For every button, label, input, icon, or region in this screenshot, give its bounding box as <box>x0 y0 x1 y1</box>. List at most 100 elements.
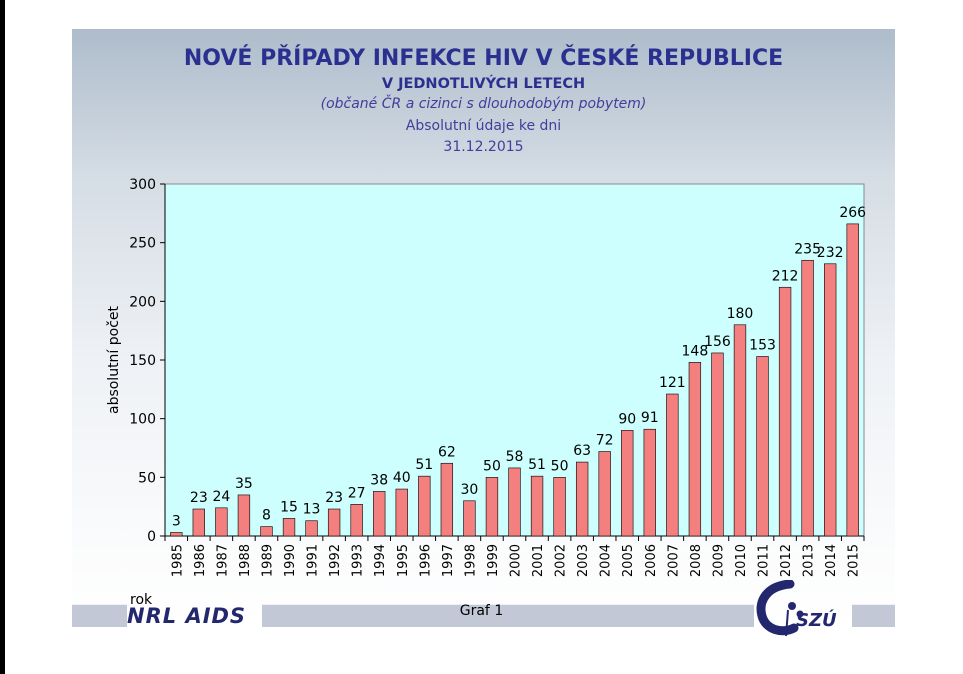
data-label-2005: 90 <box>618 411 636 427</box>
data-label-1988: 35 <box>235 476 253 492</box>
x-tick-label-2008: 2008 <box>689 544 704 577</box>
bar-1985 <box>170 532 183 537</box>
bar-2003 <box>575 461 589 537</box>
figure-caption: Graf 1 <box>459 603 504 619</box>
data-label-1989: 8 <box>262 508 271 524</box>
bar-2009 <box>711 352 724 537</box>
data-label-2011: 153 <box>749 337 776 353</box>
chart-title: NOVÉ PŘÍPADY INFEKCE HIV V ČESKÉ REPUBLI… <box>183 46 784 71</box>
x-axis-label: rok <box>130 592 153 608</box>
bar-1990 <box>282 518 296 537</box>
x-tick-label-2014: 2014 <box>824 544 839 577</box>
data-label-1996: 51 <box>415 457 433 473</box>
y-tick-label: 0 <box>147 529 156 545</box>
data-label-2008: 148 <box>682 343 709 359</box>
szu-logo-icon: SZÚ <box>756 580 837 637</box>
data-label-1999: 50 <box>483 458 501 474</box>
data-label-1986: 23 <box>190 490 208 506</box>
bar-1991 <box>305 520 318 537</box>
x-tick-label-2003: 2003 <box>576 544 591 577</box>
bar-1988 <box>237 494 251 537</box>
x-tick-label-1997: 1997 <box>441 544 456 577</box>
bar-1995 <box>395 488 408 537</box>
chart-date-label: Absolutní údaje ke dni <box>405 118 562 134</box>
bar-2005 <box>621 430 634 537</box>
nrl-aids-logo: NRL AIDS <box>127 604 247 628</box>
data-label-2012: 212 <box>772 268 799 284</box>
x-tick-label-2001: 2001 <box>531 544 546 577</box>
data-label-1987: 24 <box>212 489 230 505</box>
data-label-2002: 50 <box>551 458 569 474</box>
data-label-2004: 72 <box>596 433 614 449</box>
x-tick-label-2000: 2000 <box>509 544 524 577</box>
x-tick-label-1996: 1996 <box>418 544 433 577</box>
x-tick-label-1993: 1993 <box>351 544 366 577</box>
bar-1999 <box>485 477 499 537</box>
chart-date: 31.12.2015 <box>443 139 524 155</box>
y-tick-label: 300 <box>129 177 156 193</box>
data-label-2013: 235 <box>794 241 821 257</box>
bar-1997 <box>440 462 454 537</box>
x-tick-label-2011: 2011 <box>757 544 772 577</box>
data-label-2009: 156 <box>704 334 731 350</box>
x-tick-label-2005: 2005 <box>621 544 636 577</box>
bar-2010 <box>733 324 747 537</box>
x-tick-label-2007: 2007 <box>666 544 681 577</box>
bar-1996 <box>418 475 431 537</box>
bar-1993 <box>350 504 363 537</box>
x-tick-label-2006: 2006 <box>644 544 659 577</box>
data-label-1994: 38 <box>370 472 388 488</box>
x-tick-label-1987: 1987 <box>215 544 230 577</box>
y-tick-label: 250 <box>129 236 156 252</box>
bar-2002 <box>553 477 566 537</box>
data-label-2007: 121 <box>659 375 686 391</box>
x-tick-label-1992: 1992 <box>328 544 343 577</box>
x-tick-label-1994: 1994 <box>373 544 388 577</box>
bar-2008 <box>688 362 702 537</box>
data-label-2001: 51 <box>528 457 546 473</box>
x-tick-label-1990: 1990 <box>283 544 298 577</box>
y-tick-label: 50 <box>138 470 156 486</box>
y-tick-label: 150 <box>129 353 156 369</box>
x-tick-label-1985: 1985 <box>170 544 185 577</box>
x-tick-label-1998: 1998 <box>463 544 478 577</box>
data-label-1998: 30 <box>460 482 478 498</box>
x-tick-label-1988: 1988 <box>238 544 253 577</box>
data-label-1995: 40 <box>393 470 411 486</box>
x-tick-label-2004: 2004 <box>599 544 614 577</box>
bar-1987 <box>215 507 228 537</box>
data-label-1990: 15 <box>280 499 298 515</box>
x-tick-label-2015: 2015 <box>847 544 862 577</box>
bar-2012 <box>778 286 792 537</box>
left-edge-bar <box>0 0 5 674</box>
bar-1998 <box>463 500 476 537</box>
bar-2006 <box>643 428 656 537</box>
data-label-1991: 13 <box>303 502 321 518</box>
data-label-2000: 58 <box>506 449 524 465</box>
x-tick-label-1991: 1991 <box>306 544 321 577</box>
data-label-2003: 63 <box>573 443 591 459</box>
y-tick-label: 200 <box>129 294 156 310</box>
data-label-1992: 23 <box>325 490 343 506</box>
bar-2004 <box>598 451 611 537</box>
x-tick-label-2010: 2010 <box>734 544 749 577</box>
data-label-1997: 62 <box>438 444 456 460</box>
szu-logo-text: SZÚ <box>796 609 837 631</box>
bar-1989 <box>260 526 273 537</box>
bar-2014 <box>824 263 837 537</box>
x-tick-label-2013: 2013 <box>802 544 817 577</box>
chart-note: (občané ČR a cizinci s dlouhodobým pobyt… <box>320 96 647 112</box>
bar-2000 <box>508 467 521 537</box>
x-tick-label-2012: 2012 <box>779 544 794 577</box>
x-tick-label-1999: 1999 <box>486 544 501 577</box>
chart-subtitle: V JEDNOTLIVÝCH LETECH <box>381 76 586 92</box>
x-tick-label-1989: 1989 <box>260 544 275 577</box>
footer-strip-right <box>852 604 895 627</box>
data-label-2006: 91 <box>641 410 659 426</box>
bar-1994 <box>373 491 386 537</box>
data-label-2010: 180 <box>727 306 754 322</box>
y-axis-label: absolutní počet <box>106 305 122 414</box>
x-tick-label-1986: 1986 <box>193 544 208 577</box>
footer-strip-left <box>72 604 127 627</box>
